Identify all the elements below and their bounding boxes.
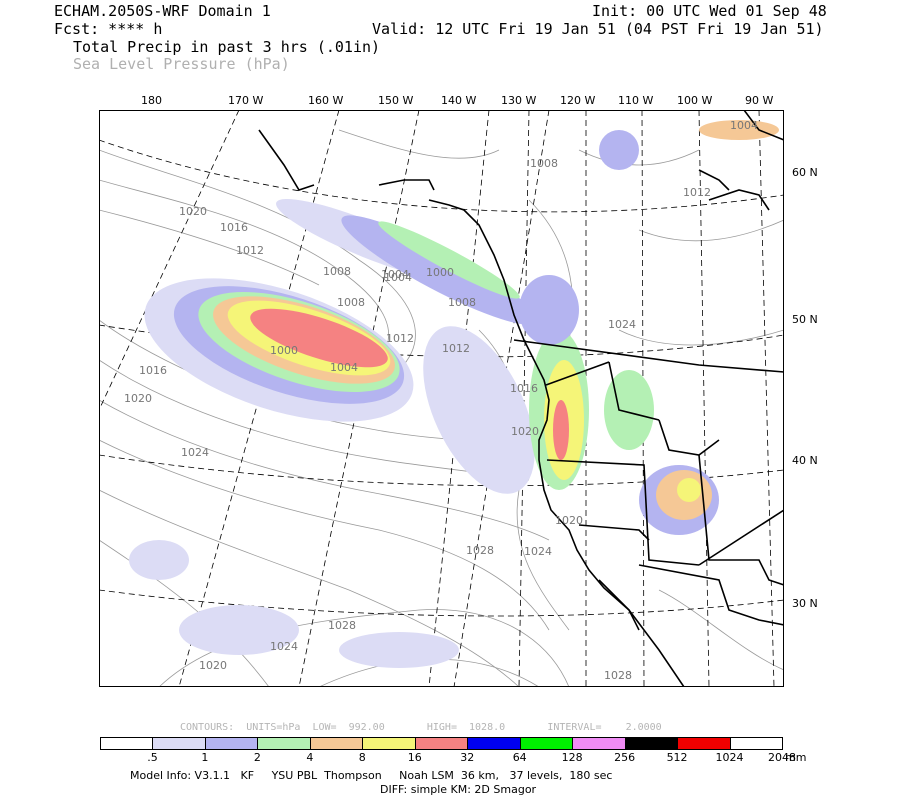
isobar-label: 1024 — [608, 318, 636, 331]
lon-label: 110 W — [618, 94, 654, 107]
legend-label: 1024 — [715, 751, 744, 764]
legend-swatch — [677, 737, 731, 750]
lat-label: 30 N — [792, 597, 818, 610]
isobar-label: 1004 — [330, 361, 358, 374]
isobar-label: 1004 — [381, 268, 409, 281]
isobar-label: 1024 — [524, 545, 552, 558]
isobar-label: 1000 — [270, 344, 298, 357]
lon-label: 120 W — [560, 94, 596, 107]
legend-unit: mm — [785, 751, 807, 764]
isobar-label: 1008 — [530, 157, 558, 170]
legend-label: 32 — [460, 751, 475, 764]
isobar-label: 1020 — [511, 425, 539, 438]
legend-swatch — [204, 737, 259, 750]
legend-label: 2 — [253, 751, 261, 764]
field-precip-title: Total Precip in past 3 hrs (.01in) — [73, 38, 381, 56]
lon-label: 150 W — [378, 94, 414, 107]
isobar-label: 1004 — [384, 271, 412, 284]
legend-label: 2048 — [768, 751, 796, 764]
legend-swatch — [414, 737, 469, 750]
isobar-label: 1028 — [466, 544, 494, 557]
model-title: ECHAM.2050S-WRF Domain 1 — [54, 2, 271, 20]
isobar-label: 1020 — [555, 514, 583, 527]
model-info: Model Info: V3.1.1 KF YSU PBL Thompson N… — [130, 769, 613, 782]
contour-high: HIGH= 1028.0 — [426, 722, 506, 733]
legend-label: 256 — [614, 751, 636, 764]
init-time: Init: 00 UTC Wed 01 Sep 48 — [592, 2, 827, 20]
legend-label: 1 — [201, 751, 209, 764]
isobar-label: 1016 — [220, 221, 248, 234]
legend-label: 8 — [358, 751, 366, 764]
isobar-label: 1028 — [604, 669, 632, 682]
legend-swatch — [572, 737, 626, 750]
isobar-label: 1000 — [426, 266, 454, 279]
legend-swatch — [519, 737, 574, 750]
isobar-label: 1012 — [236, 244, 264, 257]
isobar-label: 1012 — [442, 342, 470, 355]
legend-swatch — [467, 737, 521, 750]
lon-label: 100 W — [677, 94, 713, 107]
lon-label: 130 W — [501, 94, 537, 107]
legend-swatch — [257, 737, 311, 750]
isobar-label: 1024 — [270, 640, 298, 653]
contour-units: UNITS=hPa — [246, 722, 301, 733]
legend-label: 16 — [407, 751, 422, 764]
legend-label: 128 — [561, 751, 583, 764]
lon-label: 160 W — [308, 94, 344, 107]
legend-label: 64 — [512, 751, 527, 764]
legend-label: .5 — [147, 751, 158, 764]
isobar-label: 1004 — [730, 119, 758, 132]
contour-title: CONTOURS: — [180, 722, 235, 733]
isobar-label: 1024 — [181, 446, 209, 459]
isobar-label: 1020 — [179, 205, 207, 218]
lon-label: 140 W — [441, 94, 477, 107]
contour-interval: INTERVAL= 2.0000 — [547, 722, 662, 733]
legend-swatch — [152, 737, 206, 750]
isobar-label: 1012 — [386, 332, 414, 345]
legend-swatch — [362, 737, 416, 750]
precip-fields — [129, 120, 779, 668]
legend-swatch — [100, 737, 154, 750]
precip-pressure-map — [99, 110, 784, 687]
lon-label: 90 W — [745, 94, 774, 107]
lat-label: 50 N — [792, 313, 818, 326]
isobar-label: 1020 — [124, 392, 152, 405]
lon-label: 180 — [141, 94, 162, 107]
isobar-label: 1008 — [323, 265, 351, 278]
diff-info: DIFF: simple KM: 2D Smagor — [380, 783, 537, 796]
legend-label: 4 — [306, 751, 314, 764]
forecast-hour: Fcst: **** h — [54, 20, 163, 38]
lat-label: 40 N — [792, 454, 818, 467]
legend-swatch — [624, 737, 679, 750]
coastlines-borders — [258, 110, 784, 687]
field-slp-title: Sea Level Pressure (hPa) — [73, 55, 290, 73]
contour-low: LOW= 992.00 — [312, 722, 385, 733]
isobar-label: 1012 — [683, 186, 711, 199]
isobar-label: 1008 — [337, 296, 365, 309]
legend-swatch — [729, 737, 783, 750]
isobar-label: 1016 — [510, 382, 538, 395]
lon-label: 170 W — [228, 94, 264, 107]
legend-label: 512 — [666, 751, 688, 764]
legend-swatch — [309, 737, 364, 750]
isobar-label: 1028 — [328, 619, 356, 632]
valid-time: Valid: 12 UTC Fri 19 Jan 51 (04 PST Fri … — [372, 20, 824, 38]
lat-label: 60 N — [792, 166, 818, 179]
isobar-label: 1008 — [448, 296, 476, 309]
isobar-label: 1016 — [139, 364, 167, 377]
isobar-label: 1020 — [199, 659, 227, 672]
contour-info: CONTOURS: UNITS=hPa LOW= 992.00 HIGH= 10… — [180, 722, 662, 733]
